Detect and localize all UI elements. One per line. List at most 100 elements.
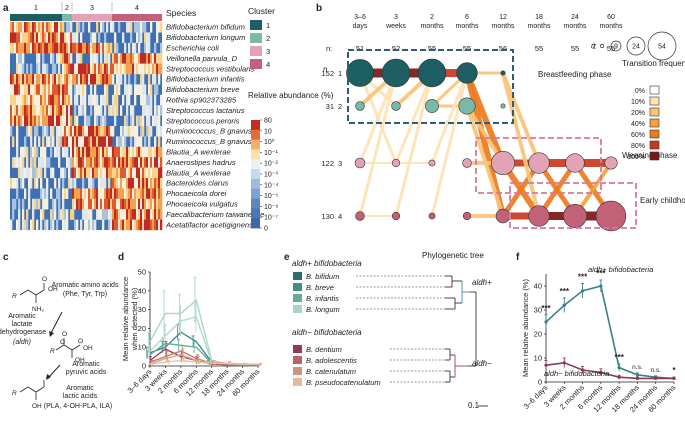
- y-tick-label: 30: [534, 306, 542, 315]
- heatmap-cell: [50, 32, 53, 43]
- heatmap-cell: [40, 146, 43, 158]
- heatmap-cell: [108, 198, 111, 210]
- heatmap-cell: [126, 157, 129, 168]
- heatmap-cell: [116, 178, 119, 189]
- data-point: [617, 375, 621, 379]
- heatmap-cell: [80, 219, 83, 231]
- species-title: Species: [166, 8, 196, 18]
- chem-label: R: [50, 348, 55, 355]
- significance-marker: ***: [560, 287, 570, 296]
- heatmap-cell: [54, 74, 57, 85]
- heatmap-cell: [96, 94, 99, 106]
- heatmap-cell: [118, 198, 121, 210]
- heatmap-cell: [118, 157, 121, 168]
- heatmap-cell: [136, 157, 139, 168]
- heatmap-cell: [128, 53, 131, 64]
- heatmap-cell: [92, 219, 95, 231]
- breastfeeding-phase-label: Breastfeeding phase: [538, 70, 612, 79]
- size-legend-circle: [626, 36, 646, 56]
- heatmap-cell: [116, 84, 119, 95]
- heatmap-cell: [144, 94, 147, 106]
- heatmap-cell: [114, 178, 117, 189]
- heatmap-cell: [110, 167, 113, 179]
- heatmap-cell: [74, 32, 77, 43]
- cluster-node: [391, 158, 401, 168]
- heatmap-cell: [106, 157, 109, 168]
- heatmap-cell: [26, 146, 29, 158]
- heatmap-cell: [144, 188, 147, 199]
- heatmap-cell: [64, 146, 67, 158]
- heatmap-cell: [142, 167, 145, 179]
- heatmap-cell: [20, 146, 23, 158]
- heatmap-cell: [78, 22, 81, 33]
- heatmap-cell: [118, 188, 121, 199]
- heatmap-cell: [130, 178, 133, 189]
- heatmap-cell: [74, 84, 77, 95]
- heatmap-cell: [118, 63, 121, 75]
- heatmap-cell: [16, 32, 19, 43]
- heatmap-cell: [12, 136, 15, 147]
- heatmap-cell: [20, 84, 23, 95]
- heatmap-cell: [54, 32, 57, 43]
- heatmap-cell: [154, 63, 157, 75]
- heatmap-cell: [60, 209, 63, 220]
- heatmap-cell: [140, 188, 143, 199]
- heatmap-cell: [86, 115, 89, 127]
- heatmap-cell: [116, 209, 119, 220]
- heatmap-cell: [60, 22, 63, 33]
- heatmap-cell: [126, 198, 129, 210]
- data-point: [544, 363, 548, 367]
- heatmap-cell: [112, 126, 115, 137]
- heatmap-cell: [70, 178, 73, 189]
- heatmap-cell: [58, 198, 61, 210]
- time-label: 60 months: [600, 14, 623, 30]
- heatmap-cell: [76, 167, 79, 179]
- heatmap-cell: [14, 178, 17, 189]
- species-label: Bifidobacterium bifidum: [166, 23, 245, 32]
- heatmap-cell: [30, 32, 33, 43]
- heatmap-cell: [92, 198, 95, 210]
- heatmap-cell: [38, 157, 41, 168]
- heatmap-cell: [84, 115, 87, 127]
- pathway-label: (Phe, Tyr, Trp): [63, 291, 107, 298]
- heatmap-cell: [46, 115, 49, 127]
- species-label: Escherichia coli: [166, 44, 219, 53]
- heatmap-cell: [116, 219, 119, 231]
- heatmap-cell: [62, 74, 65, 85]
- cluster-node: [381, 58, 411, 88]
- heatmap-cell: [22, 198, 25, 210]
- heatmap-cell: [68, 167, 71, 179]
- heatmap-cell: [66, 115, 69, 127]
- species-label: Streptococcus lactarius: [166, 106, 245, 115]
- heatmap-cell: [88, 126, 91, 137]
- heatmap-cell: [114, 42, 117, 54]
- cluster-bar-segment: [72, 14, 112, 21]
- heatmap-cell: [78, 146, 81, 158]
- cluster-number: 1: [34, 5, 38, 12]
- heatmap-cell: [156, 32, 159, 43]
- heatmap-cell: [118, 84, 121, 95]
- heatmap-cell: [128, 188, 131, 199]
- heatmap-cell: [86, 209, 89, 220]
- heatmap-cell: [152, 115, 155, 127]
- heatmap-cell: [108, 63, 111, 75]
- heatmap-cell: [144, 219, 147, 231]
- heatmap-cell: [28, 32, 31, 43]
- heatmap-cell: [22, 22, 25, 33]
- heatmap-cell: [92, 167, 95, 179]
- heatmap-cell: [26, 94, 29, 106]
- heatmap-cell: [88, 22, 91, 33]
- heatmap-cell: [140, 74, 143, 85]
- heatmap-cell: [128, 84, 131, 95]
- heatmap-cell: [158, 126, 161, 137]
- heatmap-cell: [26, 22, 29, 33]
- heatmap-cell: [54, 63, 57, 75]
- heatmap-cell: [76, 126, 79, 137]
- heatmap-cell: [80, 32, 83, 43]
- significance-marker: ***: [541, 304, 551, 313]
- n-header: n:: [326, 44, 332, 53]
- heatmap-cell: [58, 94, 61, 106]
- heatmap-cell: [80, 105, 83, 116]
- heatmap-cell: [124, 63, 127, 75]
- heatmap-cell: [156, 63, 159, 75]
